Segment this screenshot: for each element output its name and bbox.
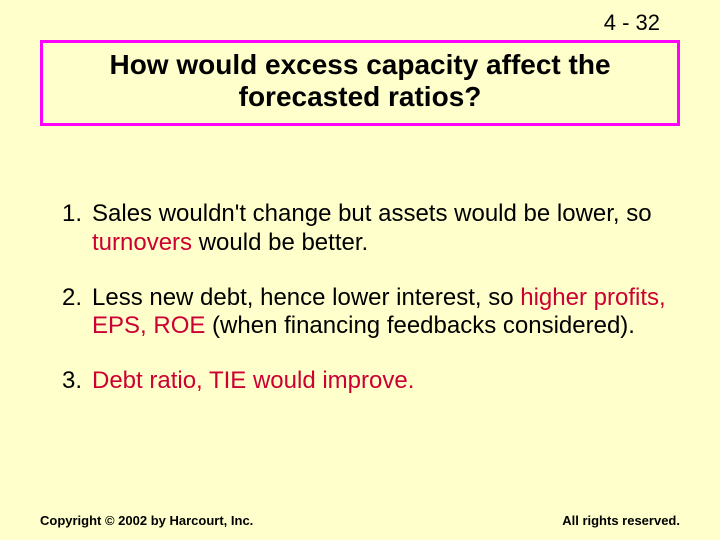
item-text: Sales wouldn't change but assets would b… bbox=[92, 200, 680, 258]
title-box: How would excess capacity affect the for… bbox=[40, 40, 680, 126]
item-number: 1. bbox=[56, 200, 92, 258]
item-number: 2. bbox=[56, 284, 92, 342]
text-post: would be better. bbox=[192, 229, 368, 256]
bullet-list: 1. Sales wouldn't change but assets woul… bbox=[56, 200, 680, 422]
list-item: 2. Less new debt, hence lower interest, … bbox=[56, 284, 680, 342]
footer-rights: All rights reserved. bbox=[562, 513, 680, 528]
item-number: 3. bbox=[56, 367, 92, 396]
footer-copyright: Copyright © 2002 by Harcourt, Inc. bbox=[40, 513, 253, 528]
text-pre: Sales wouldn't change but assets would b… bbox=[92, 200, 652, 227]
item-text: Debt ratio, TIE would improve. bbox=[92, 367, 680, 396]
list-item: 1. Sales wouldn't change but assets woul… bbox=[56, 200, 680, 258]
text-pre: Less new debt, hence lower interest, so bbox=[92, 284, 520, 311]
item-text: Less new debt, hence lower interest, so … bbox=[92, 284, 680, 342]
slide-title: How would excess capacity affect the for… bbox=[55, 49, 665, 113]
text-post: (when financing feedbacks considered). bbox=[205, 312, 635, 339]
page-number: 4 - 32 bbox=[604, 10, 660, 36]
text-highlight: turnovers bbox=[92, 229, 192, 256]
list-item: 3. Debt ratio, TIE would improve. bbox=[56, 367, 680, 396]
text-highlight: Debt ratio, TIE would improve. bbox=[92, 367, 414, 394]
